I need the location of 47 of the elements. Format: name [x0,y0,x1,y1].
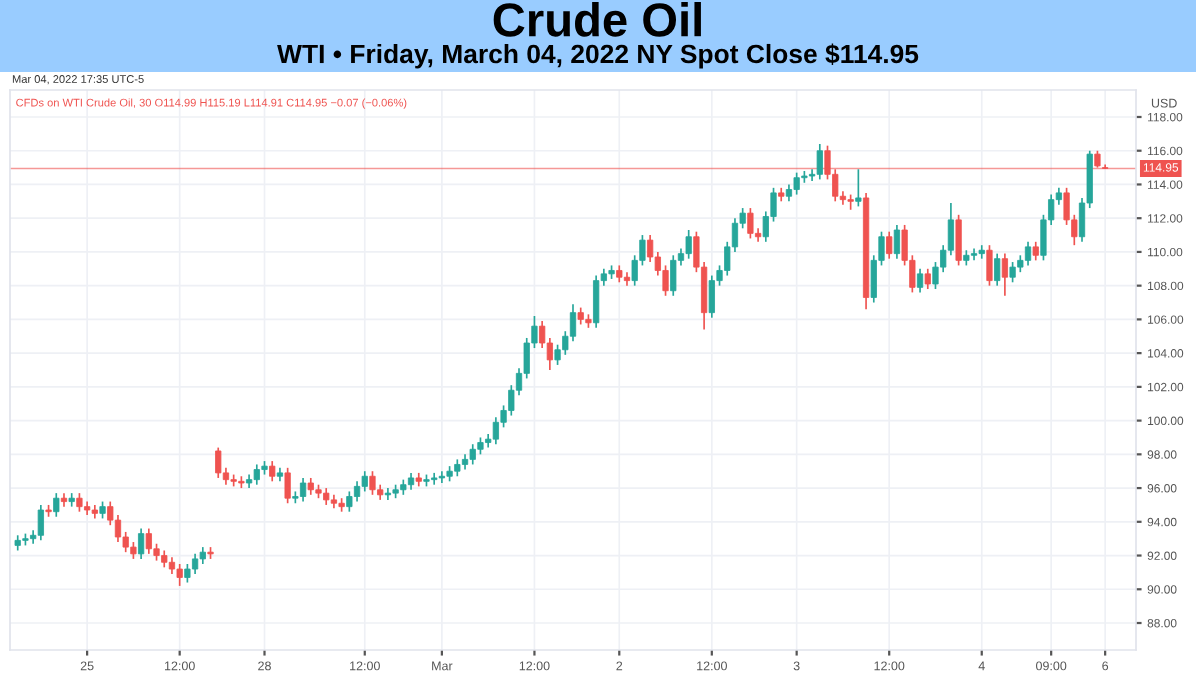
candlestick [469,443,476,466]
candlestick [593,274,600,329]
candlestick [176,563,183,587]
candlestick [431,472,438,486]
candlestick [1032,240,1039,262]
candlestick [924,267,931,290]
candlestick [492,416,499,446]
candlestick [369,470,376,496]
candlestick [269,460,276,483]
candlestick [215,446,222,479]
chart-subtitle: WTI • Friday, March 04, 2022 NY Spot Close $114.95 [277,43,919,69]
candlestick [1001,252,1009,297]
candlestick [191,553,199,575]
candlestick [569,303,577,343]
candlestick [855,168,862,208]
candlestick [747,207,754,240]
candlestick [284,466,291,505]
candlestick [53,492,60,518]
candlestick [114,514,122,543]
candlestick [299,477,307,503]
candlestick [438,470,446,484]
candlestick [994,252,1001,287]
candlestick [623,271,631,287]
candlestick [384,487,392,501]
candlestick [137,527,145,560]
candlestick [955,213,962,267]
chart-title: Crude Oil [493,1,701,37]
candlestick [647,234,654,263]
candlestick [816,143,823,181]
candlestick [670,254,677,297]
candlestick [986,244,993,287]
candlestick [60,492,68,508]
candlestick [1024,240,1032,267]
candlestick [978,244,985,260]
candlestick [886,230,893,260]
candlestick [916,267,924,294]
candlestick [37,504,44,542]
candlestick [68,492,75,508]
candlestick [708,274,715,319]
candlestick [793,171,800,196]
candlestick [353,480,361,503]
candlestick [893,224,901,260]
candlestick [76,492,83,513]
candlestick [145,527,152,555]
candlestick [253,463,260,486]
candlestick [685,229,692,260]
candlestick [1009,261,1016,284]
